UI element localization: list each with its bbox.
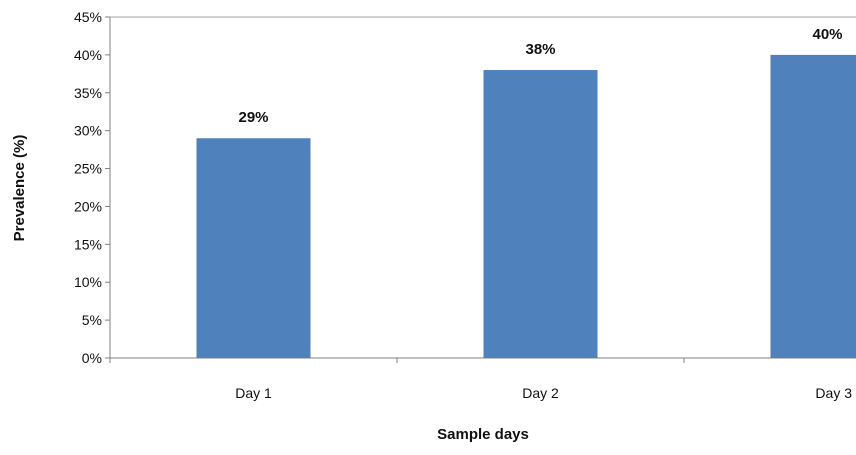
data-label: 29% (238, 109, 268, 126)
x-axis-ticks: Day 1 Day 2 Day 3 (110, 358, 852, 401)
y-axis-ticks: 0% 5% 10% 15% 20% 25% 30% 35% 40% 45% (74, 9, 110, 366)
y-tick-label: 15% (74, 236, 102, 252)
y-tick-label: 20% (74, 198, 102, 214)
bar (197, 138, 311, 358)
bar-series (197, 55, 856, 358)
y-tick-label: 25% (74, 161, 102, 177)
data-label: 40% (812, 26, 842, 43)
bar (484, 70, 598, 358)
y-tick-label: 40% (74, 47, 102, 63)
y-tick-label: 5% (82, 312, 102, 328)
y-tick-label: 45% (74, 9, 102, 25)
y-tick-label: 10% (74, 274, 102, 290)
x-tick-label: Day 2 (522, 385, 559, 401)
y-tick-label: 0% (82, 350, 102, 366)
bar (771, 55, 856, 358)
x-axis-title: Sample days (437, 426, 529, 443)
data-label: 38% (525, 41, 555, 58)
x-tick-label: Day 3 (815, 385, 852, 401)
y-axis-title: Prevalence (%) (11, 135, 28, 242)
y-tick-label: 30% (74, 123, 102, 139)
x-tick-label: Day 1 (235, 385, 272, 401)
y-tick-label: 35% (74, 85, 102, 101)
